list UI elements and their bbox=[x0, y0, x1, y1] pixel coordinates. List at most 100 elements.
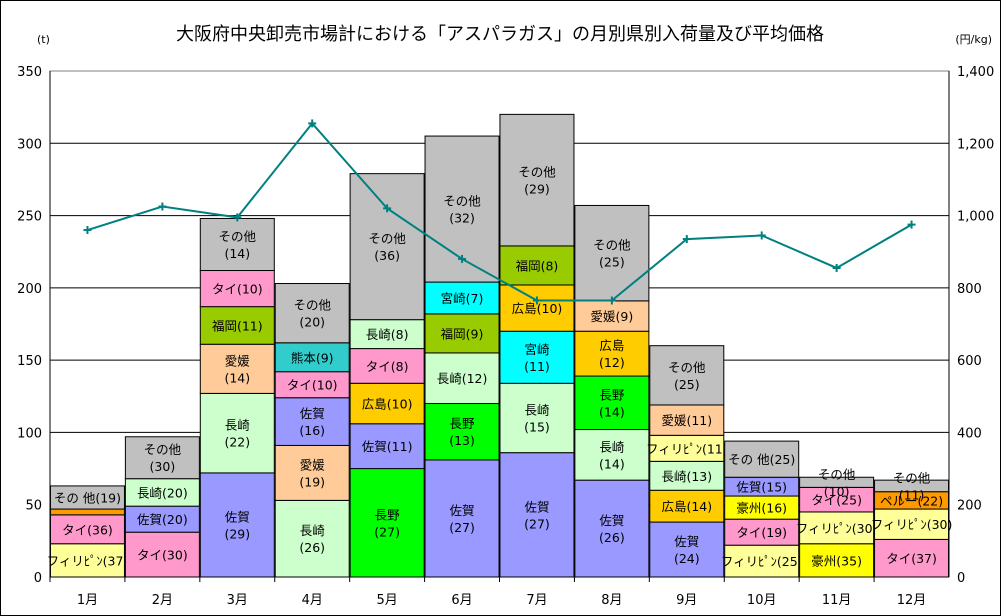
bar-segment bbox=[424, 313, 500, 354]
bar-segment-label: 長野(27) bbox=[374, 507, 400, 539]
bar-segment-label: タイ(10) bbox=[287, 378, 338, 393]
price-series-line bbox=[87, 121, 913, 302]
bar-segment bbox=[199, 306, 275, 345]
bar-segment bbox=[649, 434, 725, 462]
x-tick-label: 9月 bbox=[676, 593, 697, 608]
bar-segment-label: 広島(12) bbox=[599, 338, 625, 370]
bar-segment bbox=[799, 486, 875, 513]
bar-segment bbox=[574, 375, 650, 431]
bar-segment-label: タイ(25) bbox=[811, 493, 862, 508]
bar-segment-label: その他(25) bbox=[668, 360, 706, 392]
bar-segment bbox=[349, 423, 425, 470]
chart-title: 大阪府中央卸売市場計における「アスパラガス」の月別県別入荷量及び平均価格 bbox=[176, 24, 824, 45]
bar-segment-label: 佐賀(27) bbox=[449, 503, 475, 535]
bar-segment-label: 長崎(12) bbox=[437, 371, 488, 386]
x-tick-label: 8月 bbox=[601, 593, 622, 608]
bar-segment-label: 福岡(8) bbox=[516, 258, 559, 273]
bar-segment bbox=[349, 173, 425, 321]
x-tick-label: 6月 bbox=[451, 593, 472, 608]
bar-segment-label: フィリﾋﾟﾝ(30) bbox=[871, 517, 953, 532]
bar-segment bbox=[574, 479, 650, 578]
bar-segment-label: タイ(10) bbox=[212, 282, 263, 297]
bar-segment bbox=[799, 476, 875, 488]
bar-segment-label: 佐賀(24) bbox=[674, 534, 700, 566]
bar-segment-label: タイ(30) bbox=[137, 548, 188, 563]
axes: 0 0 50 200 100 400 150 600 200 800 250 1,000 300 1,20… bbox=[17, 65, 994, 608]
y-left-tick-label: 100 bbox=[17, 426, 42, 441]
bar-stacks: フィリﾋﾟﾝ(37)タイ(36)ペルー(8)その 他(19)タイ(30)佐賀(2… bbox=[47, 113, 953, 578]
x-tick-label: 7月 bbox=[526, 593, 547, 608]
bar-segment-label: 長野(13) bbox=[449, 416, 475, 448]
price-point bbox=[532, 296, 541, 305]
bar-segment-label: ペルー(22) bbox=[880, 493, 943, 508]
bar-segment-label: その他(32) bbox=[443, 194, 481, 226]
bar-segment bbox=[499, 330, 575, 384]
price-point bbox=[83, 226, 92, 235]
left-axis-unit: (t) bbox=[37, 33, 50, 46]
bar-segment-label: その他(20) bbox=[293, 298, 331, 330]
bar-segment bbox=[274, 444, 350, 501]
bar-segment bbox=[349, 319, 425, 350]
x-tick-label: 1月 bbox=[77, 593, 98, 608]
bar-segment bbox=[574, 330, 650, 377]
bar-segment-label: その 他(19) bbox=[54, 490, 121, 505]
bar-segment-label: タイ(8) bbox=[366, 359, 409, 374]
bar-segment bbox=[724, 440, 800, 478]
bar-segment-label: その他(10) bbox=[818, 467, 856, 499]
y-right-tick-label: 400 bbox=[957, 426, 982, 441]
bar-segment bbox=[574, 429, 650, 481]
y-right-tick-label: 0 bbox=[957, 571, 965, 586]
price-point bbox=[383, 204, 392, 213]
bar-segment-label: 佐賀(15) bbox=[736, 480, 787, 495]
right-axis-unit: (円/kg) bbox=[955, 33, 992, 46]
bar-segment bbox=[574, 300, 650, 332]
bar-segment bbox=[199, 392, 275, 474]
bar-segment bbox=[274, 371, 350, 399]
price-point bbox=[682, 235, 691, 244]
x-tick-label: 10月 bbox=[747, 593, 777, 608]
bar-segment-label: 愛媛(9) bbox=[591, 309, 634, 324]
price-point bbox=[458, 254, 467, 263]
bar-segment-label: その他(11) bbox=[893, 470, 931, 502]
bar-segment-label: 長崎(26) bbox=[299, 523, 325, 555]
bar-segment bbox=[874, 538, 950, 578]
bar-segment-label: 宮崎(11) bbox=[524, 342, 550, 374]
bar-segment bbox=[499, 284, 575, 332]
bar-segment-label: 長崎(8) bbox=[366, 327, 409, 342]
bar-segment-label: 宮崎(7) bbox=[441, 291, 484, 306]
bar-segment bbox=[799, 511, 875, 545]
bar-segment-label: 広島(14) bbox=[661, 499, 712, 514]
bar-segment-label: フィリﾋﾟﾝ(37) bbox=[47, 553, 129, 568]
bar-segment-label: フィリﾋﾟﾝ(11) bbox=[646, 441, 728, 456]
bar-segment bbox=[499, 245, 575, 286]
bar-segment bbox=[199, 270, 275, 308]
price-point bbox=[757, 231, 766, 240]
bar-segment bbox=[424, 403, 500, 461]
bar-segment-label: 長崎(20) bbox=[137, 485, 188, 500]
y-left-tick-label: 200 bbox=[17, 282, 42, 297]
y-left-tick-label: 300 bbox=[17, 137, 42, 152]
bar-segment-label: 福岡(11) bbox=[212, 318, 263, 333]
bar-segment bbox=[199, 343, 275, 394]
bar-segment bbox=[649, 489, 725, 523]
price-point bbox=[233, 213, 242, 222]
y-right-tick-label: 1,000 bbox=[957, 210, 994, 225]
bar-segment bbox=[274, 499, 350, 578]
bar-segment-label: その他(29) bbox=[518, 165, 556, 197]
x-tick-label: 3月 bbox=[227, 593, 248, 608]
price-line bbox=[83, 119, 916, 305]
bar-segment bbox=[199, 472, 275, 578]
bar-segment bbox=[274, 342, 350, 373]
bar-segment-label: 長崎(13) bbox=[661, 469, 712, 484]
bar-segment bbox=[724, 518, 800, 546]
bar-segment-label: タイ(19) bbox=[736, 525, 787, 540]
x-tick-label: 5月 bbox=[376, 593, 397, 608]
y-left-tick-label: 350 bbox=[17, 65, 42, 80]
price-point bbox=[907, 220, 916, 229]
bar-segment-label: 愛媛(11) bbox=[661, 413, 712, 428]
price-point bbox=[607, 296, 616, 305]
bar-segment-label: その他(30) bbox=[144, 442, 182, 474]
bar-segment bbox=[424, 281, 500, 315]
bar-segment bbox=[499, 452, 575, 578]
